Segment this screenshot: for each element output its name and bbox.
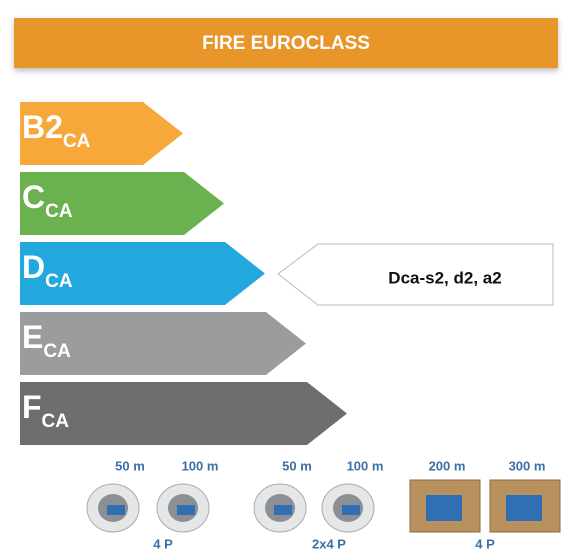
pack-label: 4 P	[475, 536, 495, 551]
length-label: 50 m	[282, 458, 312, 473]
class-sub: CA	[63, 131, 91, 152]
length-label: 200 m	[429, 458, 466, 473]
product-label	[274, 505, 292, 515]
class-arrow	[20, 382, 347, 445]
product-label	[177, 505, 195, 515]
header-title: FIRE EUROCLASS	[202, 33, 370, 54]
pack-label: 2x4 P	[312, 536, 346, 551]
product-label	[107, 505, 125, 515]
pack-label: 4 P	[153, 536, 173, 551]
class-sub: CA	[42, 411, 70, 432]
class-main: E	[22, 319, 43, 355]
class-main: F	[22, 389, 42, 425]
class-main: C	[22, 179, 45, 215]
product-label	[506, 495, 542, 521]
product-label	[342, 505, 360, 515]
page: FIRE EUROCLASS Dca-s2, d2, a2 B2CACCADCA…	[0, 0, 573, 553]
class-main: B2	[22, 109, 63, 145]
product-label	[426, 495, 462, 521]
length-label: 300 m	[509, 458, 546, 473]
length-label: 50 m	[115, 458, 145, 473]
class-main: D	[22, 249, 45, 285]
length-label: 100 m	[347, 458, 384, 473]
length-label: 100 m	[182, 458, 219, 473]
indicator-label: Dca-s2, d2, a2	[388, 268, 501, 287]
class-sub: CA	[45, 201, 73, 222]
class-sub: CA	[45, 271, 73, 292]
class-sub: CA	[43, 341, 71, 362]
